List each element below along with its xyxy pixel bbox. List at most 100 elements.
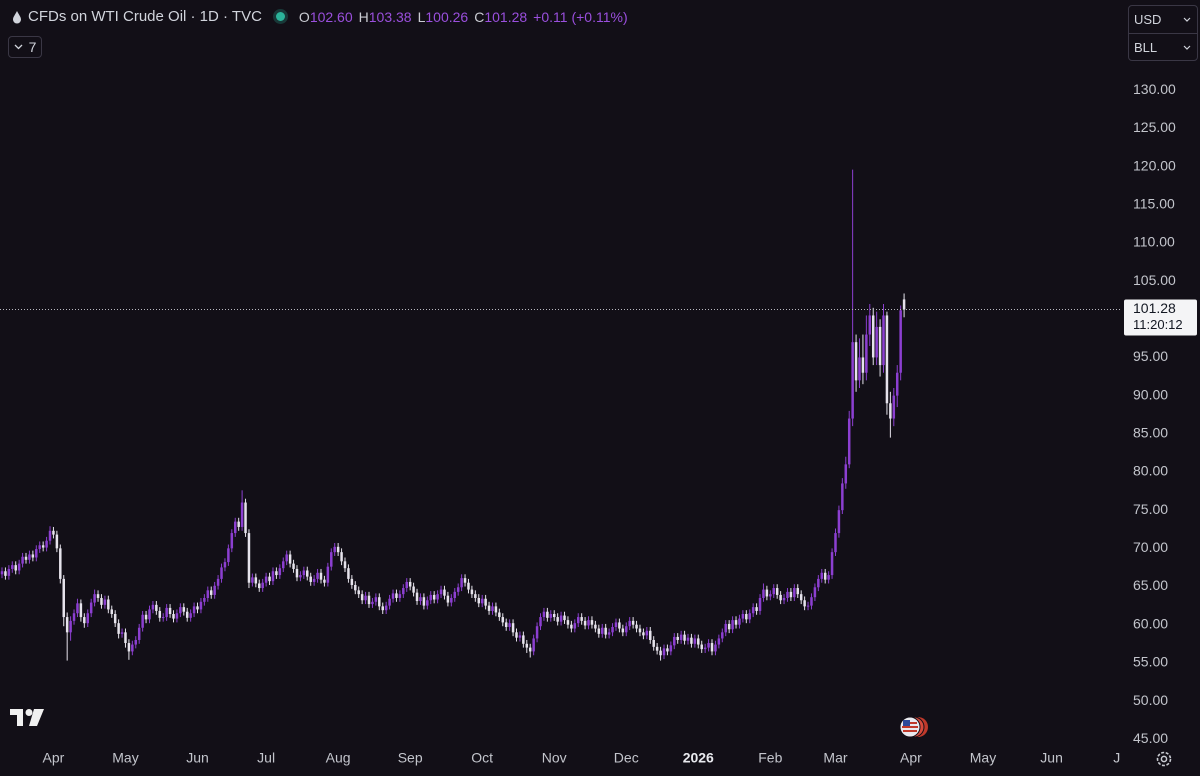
y-tick-label: 130.00 xyxy=(1133,81,1176,97)
candle-body xyxy=(161,617,165,619)
candle-body xyxy=(628,620,631,627)
market-status xyxy=(275,12,285,21)
candle-body xyxy=(439,589,443,595)
settings-icon[interactable] xyxy=(1156,751,1172,767)
x-tick-label: Jun xyxy=(186,750,209,766)
candle-body xyxy=(412,586,415,593)
candle-body xyxy=(858,357,861,381)
currency-dropdown[interactable]: USD xyxy=(1129,6,1197,33)
candle-body xyxy=(463,578,467,583)
candle-body xyxy=(779,594,782,601)
candle-body xyxy=(717,638,721,645)
candle-body xyxy=(254,577,258,584)
x-tick-label: Apr xyxy=(900,750,922,766)
candle-body xyxy=(813,587,817,598)
candle-body xyxy=(854,342,858,381)
candle-body xyxy=(786,591,789,598)
candle-body xyxy=(607,632,611,635)
candle-body xyxy=(827,575,830,580)
candle-body xyxy=(542,611,546,618)
candle-body xyxy=(587,620,590,626)
candle-body xyxy=(803,600,806,607)
candle-body xyxy=(518,635,522,638)
event-icon[interactable] xyxy=(899,716,928,738)
candle-body xyxy=(508,623,511,627)
symbol-title[interactable]: CFDs on WTI Crude Oil · 1D · TVC xyxy=(28,8,262,25)
candle-body xyxy=(292,563,295,569)
candle-body xyxy=(539,617,542,627)
candle-body xyxy=(165,607,168,618)
candle-body xyxy=(299,575,302,578)
candle-body xyxy=(426,600,429,606)
candle-body xyxy=(89,602,93,614)
candle-body xyxy=(432,594,436,600)
y-tick-label: 85.00 xyxy=(1133,425,1168,441)
candle-body xyxy=(244,502,247,534)
y-tick-label: 80.00 xyxy=(1133,463,1168,479)
unit-dropdown[interactable]: BLL xyxy=(1129,33,1197,61)
candle-body xyxy=(484,598,487,606)
candle-body xyxy=(666,648,669,652)
candle-body xyxy=(107,599,110,610)
candle-body xyxy=(436,594,439,600)
candle-body xyxy=(522,635,525,644)
candle-body xyxy=(446,595,450,603)
last-price-tag xyxy=(1124,299,1197,336)
candle-body xyxy=(782,597,786,601)
candle-body xyxy=(697,638,700,645)
candle-body xyxy=(28,554,31,560)
candle-body xyxy=(38,545,41,550)
candle-body xyxy=(895,372,899,396)
candle-body xyxy=(738,618,741,625)
x-tick-label: Nov xyxy=(542,750,567,766)
candle-body xyxy=(316,572,319,579)
candle-body xyxy=(83,617,86,624)
candle-body xyxy=(868,315,872,335)
candle-body xyxy=(758,597,762,611)
candle-body xyxy=(144,614,148,620)
y-tick-label: 120.00 xyxy=(1133,157,1176,173)
candle-body xyxy=(552,614,556,618)
price-axis-panel xyxy=(1122,62,1200,746)
x-tick-label: May xyxy=(112,750,138,766)
bar-countdown: 11:20:12 xyxy=(1133,317,1183,332)
candle-body xyxy=(501,617,505,623)
candle-body xyxy=(48,530,52,541)
candle-body xyxy=(127,643,131,652)
candle-body xyxy=(573,623,577,629)
candle-body xyxy=(470,589,474,595)
candle-body xyxy=(264,576,268,583)
candle-body xyxy=(100,597,103,605)
candle-body xyxy=(762,589,765,598)
indicators-toggle[interactable]: 7 xyxy=(8,36,42,58)
candle-body xyxy=(899,310,902,373)
candle-body xyxy=(237,521,240,527)
candle-body xyxy=(611,626,614,633)
currency: USD xyxy=(1134,12,1162,27)
candle-body xyxy=(796,588,800,595)
candle-body xyxy=(233,521,237,534)
candle-body xyxy=(669,645,673,652)
candle-body xyxy=(820,572,824,579)
candle-body xyxy=(282,561,285,569)
candle-body xyxy=(203,597,206,602)
candle-body xyxy=(151,604,155,610)
candle-body xyxy=(189,613,192,618)
candle-body xyxy=(278,568,282,576)
candle-body xyxy=(604,627,607,635)
candle-body xyxy=(837,510,841,534)
candle-body xyxy=(841,483,844,511)
candle-body xyxy=(275,571,278,576)
candle-body xyxy=(576,617,580,624)
candle-body xyxy=(755,607,758,611)
y-tick-label: 125.00 xyxy=(1133,119,1176,135)
candle-body xyxy=(415,592,419,602)
x-tick-label: J xyxy=(1113,750,1120,766)
candle-body xyxy=(673,636,676,646)
candle-body xyxy=(652,639,655,647)
candle-body xyxy=(450,597,453,603)
candle-body xyxy=(333,546,336,553)
candle-body xyxy=(453,591,457,598)
candle-body xyxy=(559,615,563,622)
candle-body xyxy=(350,578,354,585)
